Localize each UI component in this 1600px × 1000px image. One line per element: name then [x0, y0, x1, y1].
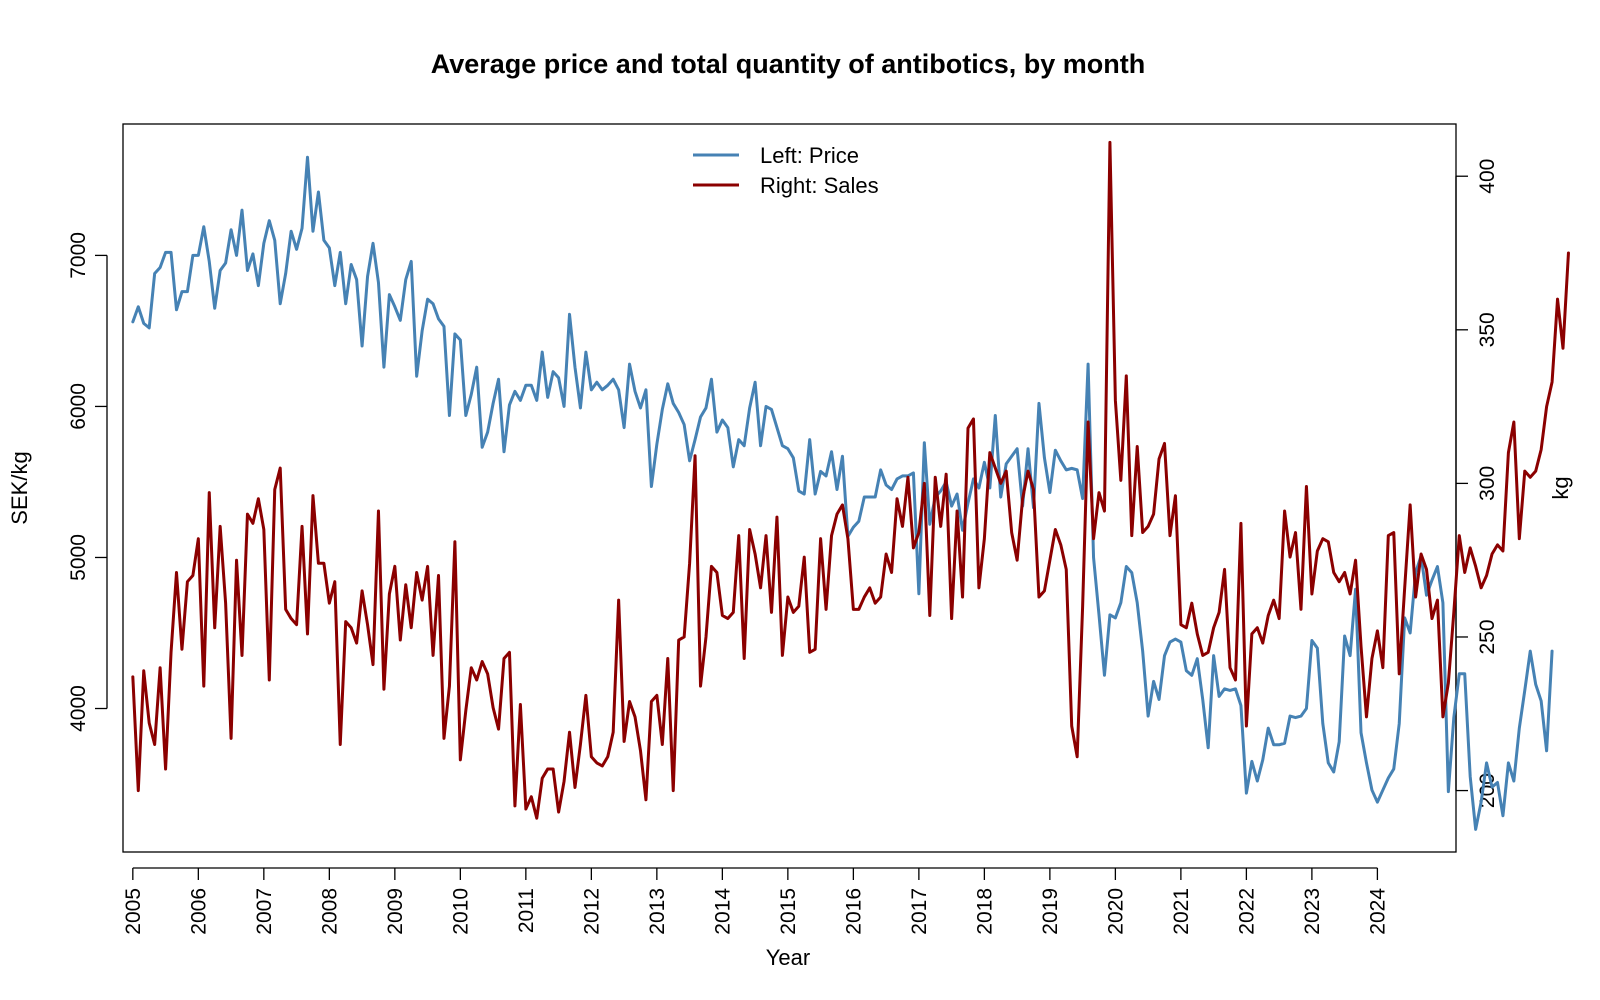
x-tick-label: 2005 — [122, 888, 145, 935]
series-line-price — [131, 155, 1554, 831]
y-left-tick-label: 6000 — [67, 383, 90, 430]
x-tick-label: 2016 — [842, 888, 865, 935]
series-line-sales — [131, 140, 1570, 820]
y-right-tick-label: 300 — [1476, 466, 1499, 501]
x-tick-label: 2010 — [449, 888, 472, 935]
y-axis-left: 4000 5000 6000 7000 — [67, 232, 108, 732]
x-tick-label: 2019 — [1039, 888, 1062, 935]
x-tick-label: 2017 — [908, 888, 931, 935]
x-axis: 2005 2006 2007 2008 2009 2010 2011 2012 2013 2014… — [122, 867, 1389, 935]
chart-title: Average price and total quantity of anti… — [431, 49, 1146, 79]
x-tick-label: 2006 — [187, 888, 210, 935]
x-axis-label: Year — [766, 945, 810, 970]
y-right-tick-label: 250 — [1476, 619, 1499, 654]
y-left-tick-label: 4000 — [67, 685, 90, 732]
x-tick-label: 2015 — [777, 888, 800, 935]
y-axis-left-label: SEK/kg — [7, 451, 32, 524]
x-tick-label: 2020 — [1104, 888, 1127, 935]
x-tick-label: 2013 — [646, 888, 669, 935]
y-axis-right-label: kg — [1548, 476, 1573, 499]
x-tick-label: 2011 — [515, 888, 538, 933]
y-right-tick-label: 350 — [1476, 312, 1499, 347]
x-tick-label: 2014 — [711, 888, 734, 935]
x-tick-label: 2023 — [1301, 888, 1324, 935]
legend-price-label: Left: Price — [760, 143, 859, 168]
y-left-tick-label: 5000 — [67, 534, 90, 581]
x-tick-label: 2021 — [1170, 888, 1193, 935]
x-tick-label: 2012 — [580, 888, 603, 935]
x-tick-label: 2022 — [1235, 888, 1258, 935]
legend: Left: Price Right: Sales — [693, 143, 879, 198]
x-tick-label: 2009 — [384, 888, 407, 935]
series-layer — [131, 140, 1570, 831]
y-left-tick-label: 7000 — [67, 232, 90, 279]
legend-sales-label: Right: Sales — [760, 173, 879, 198]
x-tick-label: 2008 — [318, 888, 341, 935]
x-tick-label: 2007 — [253, 888, 276, 935]
x-tick-label: 2024 — [1366, 888, 1389, 935]
x-tick-label: 2018 — [973, 888, 996, 935]
y-right-tick-label: 400 — [1476, 159, 1499, 194]
